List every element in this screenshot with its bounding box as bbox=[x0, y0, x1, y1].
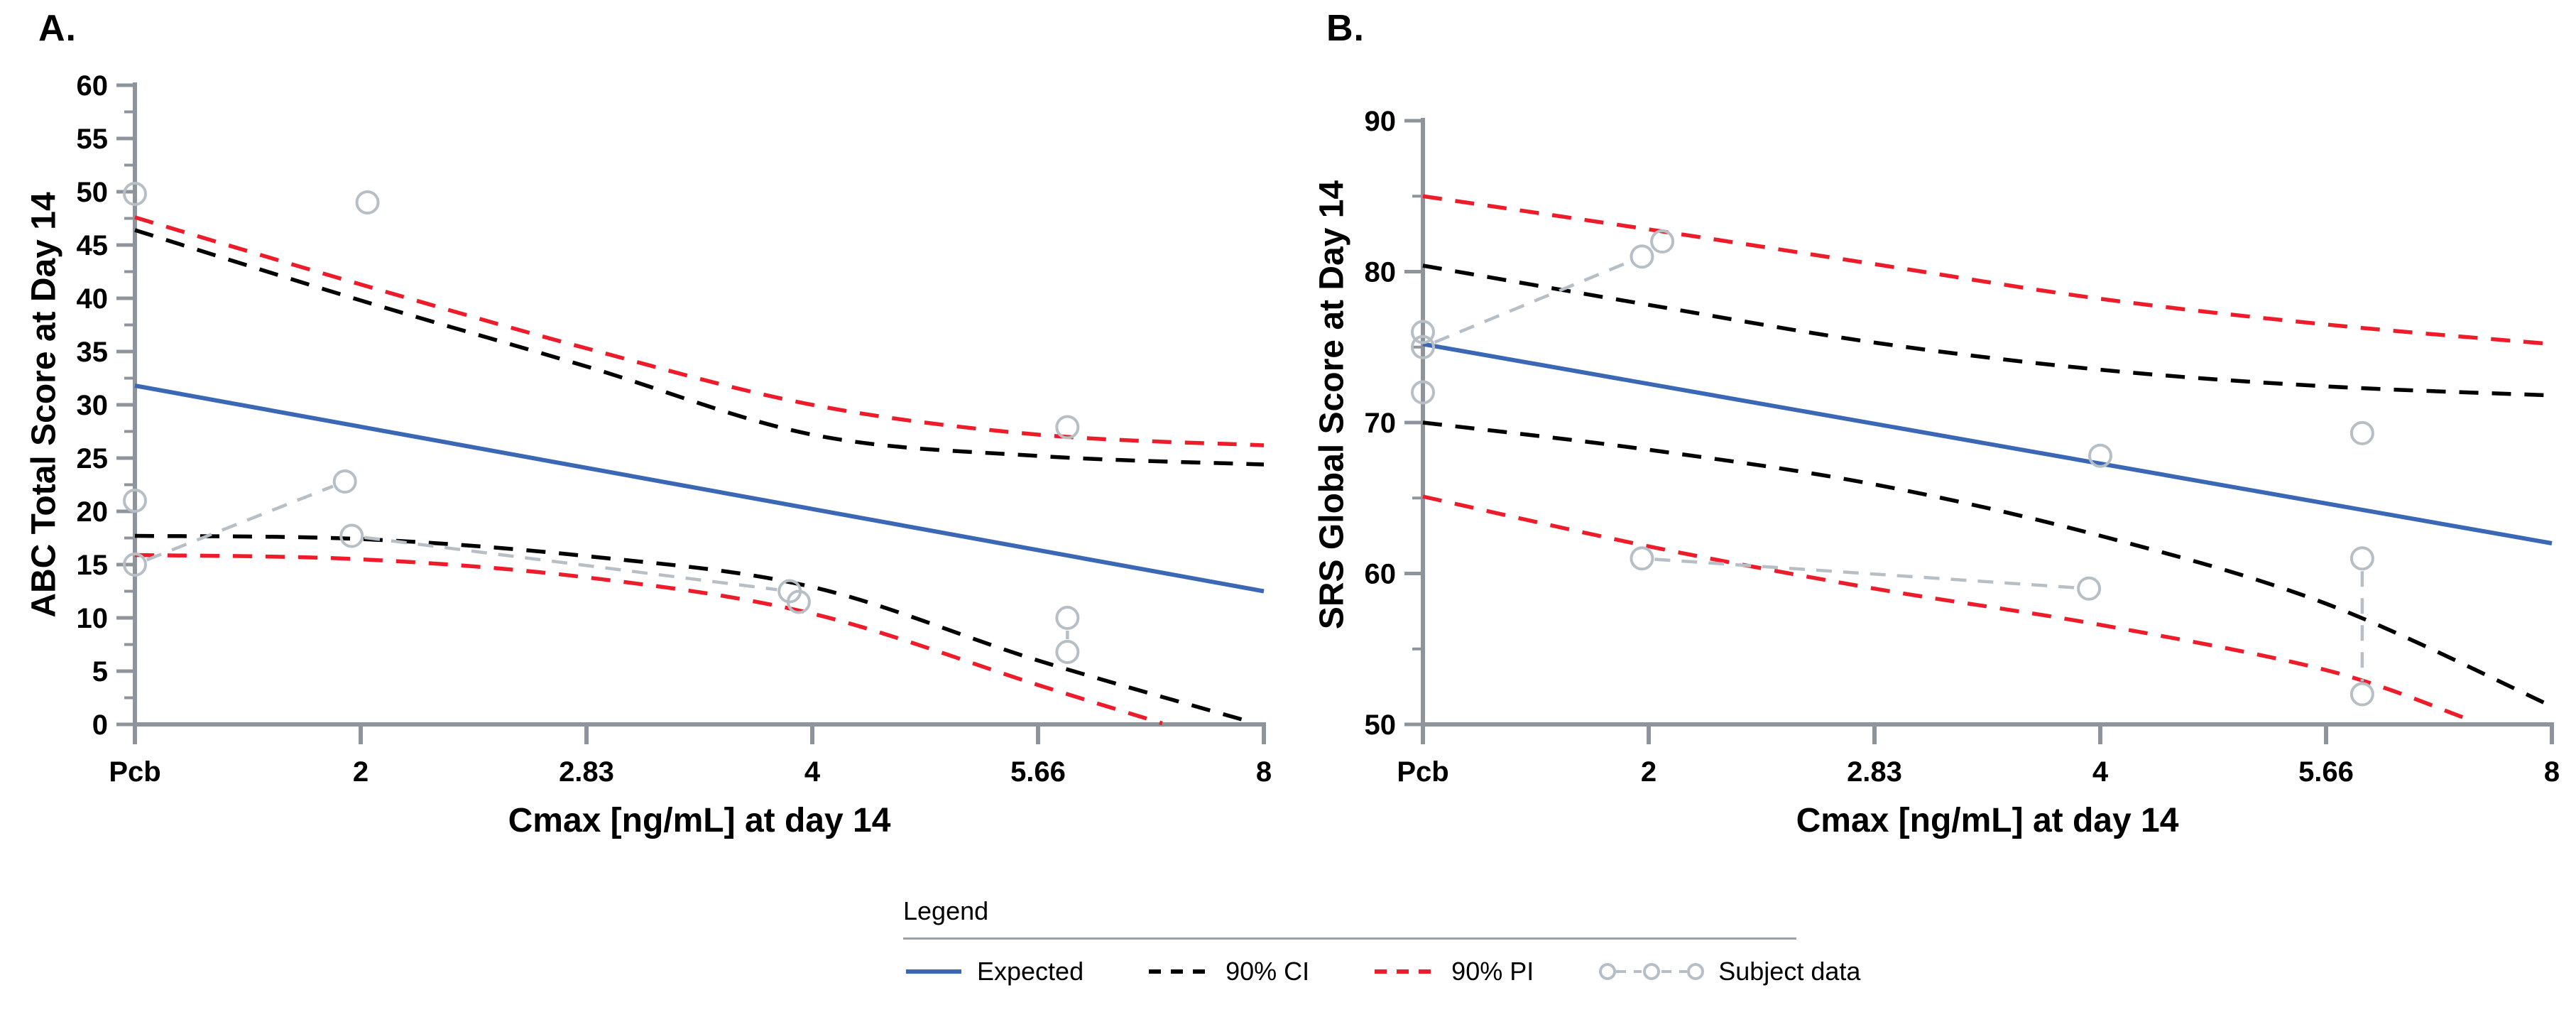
svg-text:60: 60 bbox=[1365, 559, 1397, 590]
legend-item-pi: 90% PI bbox=[1373, 957, 1534, 986]
legend-divider bbox=[903, 937, 1796, 940]
panel-a: A. ABC Total Score at Day 14 0 5 10 15 20 25 3… bbox=[0, 0, 1288, 881]
svg-text:80: 80 bbox=[1365, 257, 1397, 288]
chart-a-plot: 0 5 10 15 20 25 30 35 40 45 50 55 60 Pcb 2 2.83 4 5.66 8 bbox=[77, 70, 1272, 788]
svg-text:5.66: 5.66 bbox=[1010, 756, 1066, 788]
svg-text:35: 35 bbox=[77, 337, 109, 368]
legend-title: Legend bbox=[903, 896, 989, 925]
svg-text:2: 2 bbox=[353, 756, 369, 788]
svg-text:2: 2 bbox=[1641, 756, 1657, 788]
ci-dash-icon bbox=[1147, 964, 1213, 979]
svg-text:60: 60 bbox=[77, 70, 109, 102]
svg-text:10: 10 bbox=[77, 603, 109, 634]
chart-b-plot: 50 60 70 80 90 Pcb 2 2.83 4 5.66 8 bbox=[1365, 106, 2560, 788]
svg-text:2.83: 2.83 bbox=[559, 756, 614, 788]
legend-label-subject: Subject data bbox=[1718, 957, 1861, 986]
svg-text:25: 25 bbox=[77, 443, 109, 474]
svg-text:4: 4 bbox=[2092, 756, 2109, 788]
svg-text:2.83: 2.83 bbox=[1847, 756, 1902, 788]
svg-text:15: 15 bbox=[77, 550, 109, 581]
svg-text:Pcb: Pcb bbox=[1397, 756, 1448, 788]
svg-text:55: 55 bbox=[77, 124, 109, 155]
legend-label-expected: Expected bbox=[977, 957, 1084, 986]
pi-dash-icon bbox=[1373, 964, 1439, 979]
svg-text:30: 30 bbox=[77, 390, 109, 421]
legend-items: Expected 90% CI 90% PI bbox=[903, 957, 1860, 986]
expected-line-icon bbox=[903, 964, 964, 979]
svg-text:Pcb: Pcb bbox=[109, 756, 160, 788]
subject-data-icon bbox=[1598, 962, 1705, 981]
svg-text:70: 70 bbox=[1365, 408, 1397, 439]
svg-text:50: 50 bbox=[1365, 709, 1397, 741]
svg-text:90: 90 bbox=[1365, 106, 1397, 137]
svg-text:8: 8 bbox=[2544, 756, 2560, 788]
svg-text:50: 50 bbox=[77, 177, 109, 208]
svg-text:40: 40 bbox=[77, 283, 109, 315]
svg-text:4: 4 bbox=[804, 756, 821, 788]
panel-a-x-axis-title: Cmax [ng/mL] at day 14 bbox=[508, 802, 891, 839]
svg-text:5.66: 5.66 bbox=[2298, 756, 2354, 788]
legend-item-ci: 90% CI bbox=[1147, 957, 1309, 986]
panel-b-letter: B. bbox=[1326, 8, 1365, 49]
legend-item-subject: Subject data bbox=[1598, 957, 1860, 986]
legend: Legend Expected 90% CI 90% PI bbox=[903, 896, 1860, 986]
svg-text:8: 8 bbox=[1256, 756, 1272, 788]
panel-b-x-axis-title: Cmax [ng/mL] at day 14 bbox=[1796, 802, 2179, 839]
panel-b: B. SRS Global Score at Day 14 50 60 70 80 90… bbox=[1288, 0, 2576, 881]
legend-label-pi: 90% PI bbox=[1451, 957, 1534, 986]
svg-text:45: 45 bbox=[77, 230, 109, 261]
svg-text:5: 5 bbox=[92, 656, 108, 687]
legend-label-ci: 90% CI bbox=[1226, 957, 1310, 986]
svg-text:0: 0 bbox=[92, 709, 108, 741]
panel-a-letter: A. bbox=[38, 8, 77, 49]
legend-item-expected: Expected bbox=[903, 957, 1084, 986]
svg-text:20: 20 bbox=[77, 496, 109, 528]
